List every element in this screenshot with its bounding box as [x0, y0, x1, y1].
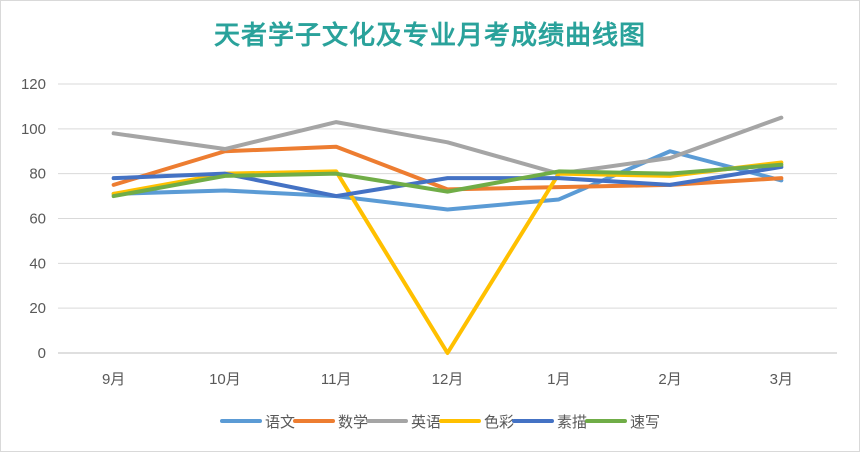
legend-label-色彩: 色彩: [484, 413, 514, 431]
legend-label-语文: 语文: [265, 413, 295, 431]
series-line-速写: [111, 162, 784, 199]
x-tick-label: 11月: [321, 371, 352, 388]
legend-label-数学: 数学: [338, 413, 368, 431]
x-tick-label: 9月: [102, 371, 125, 388]
series-line-语文: [111, 149, 784, 212]
x-tick-label: 10月: [209, 371, 241, 388]
legend-label-速写: 速写: [630, 413, 660, 431]
y-tick-label: 20: [29, 300, 46, 317]
y-tick-label: 40: [29, 255, 46, 272]
series-line-素描: [111, 164, 784, 199]
legend-label-英语: 英语: [411, 413, 441, 431]
y-tick-label: 100: [21, 121, 46, 138]
x-tick-label: 1月: [547, 371, 570, 388]
x-tick-label: 3月: [770, 371, 793, 388]
x-tick-label: 2月: [658, 371, 681, 388]
y-tick-label: 80: [29, 166, 46, 183]
y-tick-label: 0: [38, 345, 46, 362]
y-tick-label: 120: [21, 76, 46, 93]
y-tick-label: 60: [29, 211, 46, 228]
series-line-英语: [111, 115, 784, 176]
x-tick-label: 12月: [432, 371, 464, 388]
legend-label-素描: 素描: [557, 413, 587, 431]
chart-title: 天者学子文化及专业月考成绩曲线图: [213, 21, 646, 51]
